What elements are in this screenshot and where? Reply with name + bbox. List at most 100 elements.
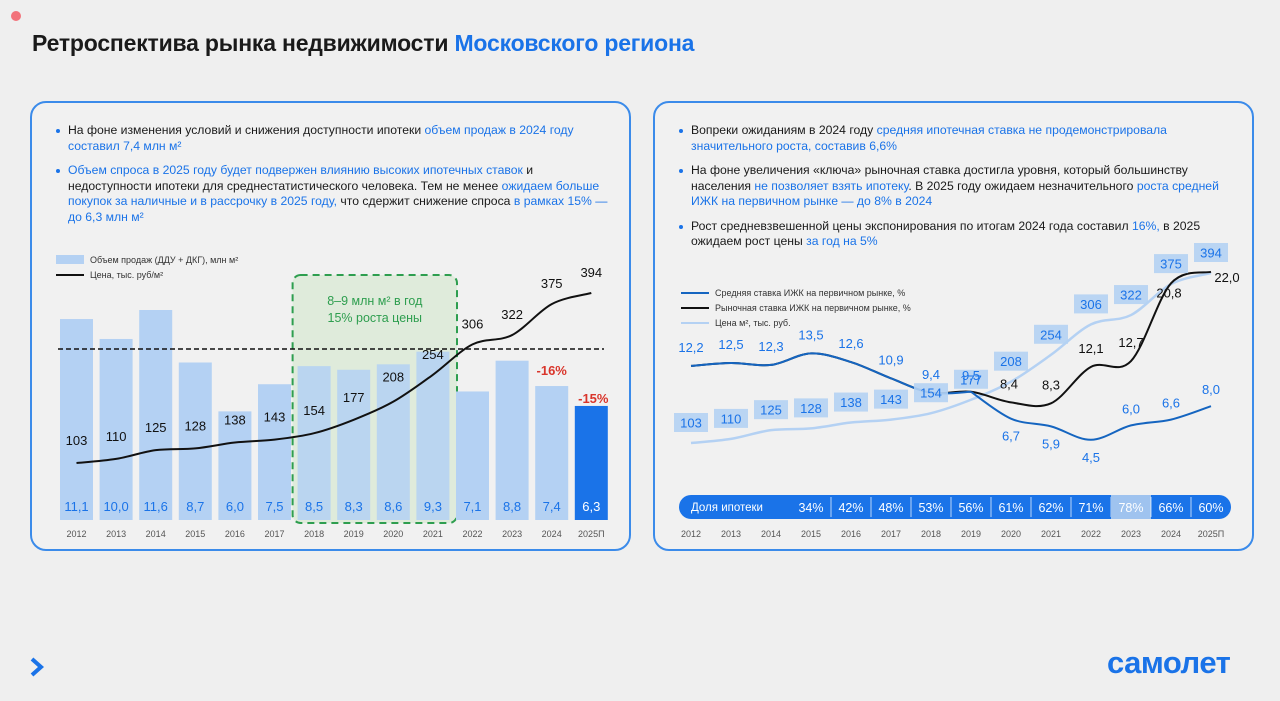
mortgage-bullets: Вопреки ожиданиям в 2024 году средняя ип… — [677, 123, 1237, 259]
x-tick-2019: 2019 — [344, 529, 364, 539]
bar-2025П — [574, 405, 608, 520]
price-box-2024 — [1154, 254, 1188, 274]
price-label-2020: 208 — [382, 370, 404, 385]
rate-price-chart: Средняя ставка ИЖК на первичном рынке, %… — [674, 243, 1240, 539]
price-box-2013 — [714, 408, 748, 428]
bar-2017 — [258, 384, 291, 520]
legend-line-label: Цена, тыс. руб/м² — [90, 270, 163, 280]
bar-label-2023: 8,8 — [503, 499, 521, 514]
share-2021: 62% — [1038, 501, 1063, 515]
bullet-text: . В 2025 году ожидаем незначительного — [908, 178, 1137, 193]
bar-label-2017: 7,5 — [265, 499, 283, 514]
price-label-2025П: 394 — [580, 265, 602, 280]
market-label-2020: 8,4 — [1000, 376, 1018, 391]
price-label-2020: 208 — [1000, 354, 1022, 369]
change-2025: -15% — [578, 391, 609, 406]
bar-label-2024: 7,4 — [543, 499, 561, 514]
sales-bullet-2: Объем спроса в 2025 году будет подвержен… — [54, 163, 614, 225]
bullet-text: за год на 5% — [806, 234, 878, 248]
bar-2014 — [139, 310, 173, 520]
legend-bar-label: Объем продаж (ДДУ + ДКГ), млн м² — [90, 255, 238, 265]
sales-volume-panel: На фоне изменения условий и снижения дос… — [30, 101, 631, 551]
mortgage-share-label: Доля ипотеки — [691, 502, 763, 514]
x-tick-2019: 2019 — [961, 529, 981, 539]
market-label-2025П: 22,0 — [1214, 270, 1239, 285]
bar-2023 — [495, 360, 529, 520]
share-2015: 34% — [798, 501, 823, 515]
bullet-text: На фоне изменения условий и снижения дос… — [68, 123, 425, 137]
price-label-2012: 103 — [680, 416, 702, 431]
price-box-2018 — [914, 383, 948, 403]
price-box-2019 — [954, 369, 988, 389]
x-tick-2020: 2020 — [383, 529, 403, 539]
price-label-2018: 154 — [303, 403, 325, 418]
bullet-text: в рамках 15% — до 6,3 млн м² — [68, 194, 608, 224]
price-label-2021: 254 — [1040, 327, 1062, 342]
window-dot — [11, 11, 21, 21]
price-label-2024: 375 — [1160, 257, 1182, 272]
title-accent: Московского региона — [454, 30, 695, 56]
price-label-2023: 322 — [501, 307, 523, 322]
avg-label-2025П: 8,0 — [1202, 382, 1220, 397]
x-tick-2017: 2017 — [881, 529, 901, 539]
mortgage-bullet-1: Вопреки ожиданиям в 2024 году средняя ип… — [677, 123, 1237, 154]
market-label-2018: 9,4 — [922, 367, 940, 382]
change-2024: -16% — [537, 363, 568, 378]
market-label-2021: 8,3 — [1042, 377, 1060, 392]
bar-2013 — [99, 338, 133, 520]
x-tick-2025П: 2025П — [1198, 529, 1225, 539]
bullet-text: 16%, — [1131, 218, 1160, 233]
x-tick-2012: 2012 — [681, 529, 701, 539]
x-tick-2024: 2024 — [1161, 529, 1181, 539]
mortgage-rate-panel: Вопреки ожиданиям в 2024 году средняя ип… — [653, 101, 1254, 551]
x-tick-2013: 2013 — [721, 529, 741, 539]
price-label-2014: 125 — [145, 420, 167, 435]
legend-bar-swatch — [56, 255, 84, 264]
price-box-2014 — [754, 400, 788, 420]
price-box-2021 — [1034, 324, 1068, 344]
mortgage-bullet-2: На фоне увеличения «ключа» рыночная став… — [677, 163, 1237, 210]
x-tick-2022: 2022 — [1081, 529, 1101, 539]
price-label-2017: 143 — [264, 410, 286, 425]
avg-label-2024: 6,6 — [1162, 396, 1180, 411]
market-label-2012: 12,2 — [678, 340, 703, 355]
bar-2019 — [337, 369, 371, 520]
bullet-text: ожидаем больше покупок за наличные и в р… — [68, 178, 600, 209]
bar-label-2016: 6,0 — [226, 499, 244, 514]
price-label-2022: 306 — [1080, 297, 1102, 312]
mortgage-bullet-3: Рост средневзвешенной цены экспонировани… — [677, 219, 1237, 250]
bullet-text: объем продаж в 2024 году составил 7,4 мл… — [68, 123, 574, 153]
price-label-2019: 177 — [343, 390, 365, 405]
share-2024: 66% — [1158, 501, 1183, 515]
x-tick-2017: 2017 — [264, 529, 284, 539]
chevron-right-icon[interactable] — [29, 657, 45, 677]
price-label-2019: 177 — [960, 372, 982, 387]
bullet-text: в 2025 ожидаем рост цены — [691, 218, 1201, 249]
price-label-2013: 110 — [721, 411, 742, 426]
bar-label-2013: 10,0 — [103, 499, 128, 514]
price-label-2024: 375 — [541, 276, 563, 291]
bar-2018 — [297, 366, 331, 520]
price-box-2012 — [674, 413, 708, 432]
highlight-text-1: 8–9 млн м² в год — [327, 294, 423, 308]
bullet-text: и недоступности ипотеки для среднестатис… — [68, 163, 534, 193]
bullet-text: роста средней ИЖК на первичном рынке — д… — [691, 178, 1219, 209]
bar-label-2015: 8,7 — [186, 499, 204, 514]
bar-label-2014: 11,6 — [144, 499, 168, 514]
x-tick-2022: 2022 — [462, 529, 482, 539]
bar-2020 — [376, 364, 410, 520]
share-2018: 53% — [918, 501, 943, 515]
bar-label-2021: 9,3 — [424, 499, 442, 514]
bar-label-2025П: 6,3 — [582, 499, 600, 514]
x-tick-2024: 2024 — [542, 529, 562, 539]
x-tick-2016: 2016 — [225, 529, 245, 539]
price-label-2015: 128 — [800, 401, 822, 416]
x-tick-2018: 2018 — [921, 529, 941, 539]
price-label-2023: 322 — [1120, 288, 1142, 303]
x-tick-2018: 2018 — [304, 529, 324, 539]
title-main: Ретроспектива рынка недвижимости — [32, 30, 449, 56]
x-tick-2012: 2012 — [66, 529, 86, 539]
bar-2016 — [218, 411, 252, 520]
avg-label-2023: 6,0 — [1122, 401, 1140, 416]
bar-label-2020: 8,6 — [384, 499, 402, 514]
